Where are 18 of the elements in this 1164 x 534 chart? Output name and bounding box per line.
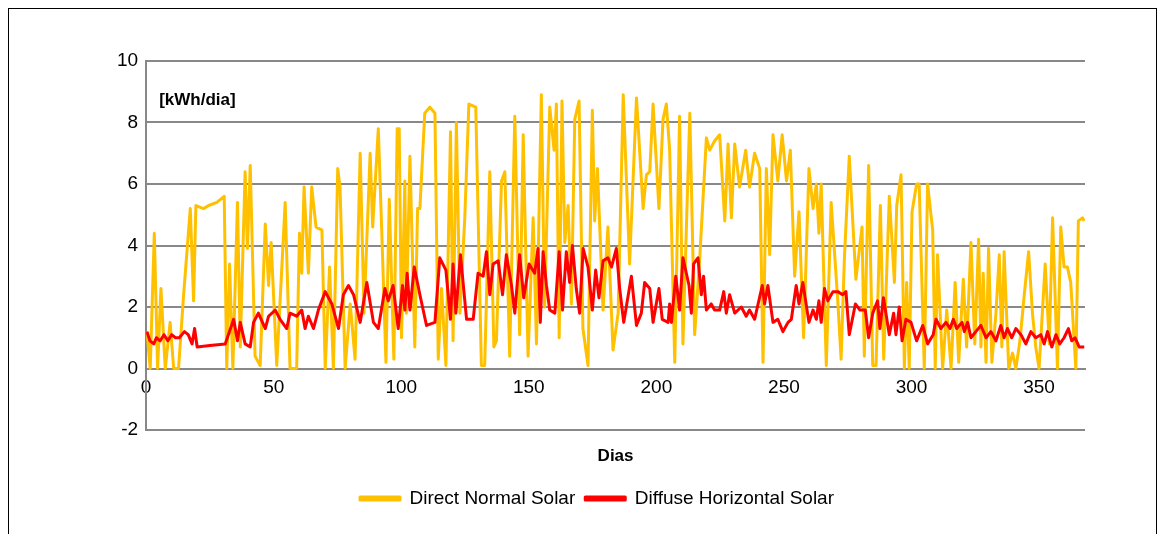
legend-label: Direct Normal Solar — [409, 486, 576, 508]
y-tick-label: 8 — [127, 110, 139, 132]
y-tick-label: 10 — [116, 49, 139, 71]
y-tick-label: 6 — [127, 172, 139, 194]
legend-label: Diffuse Horizontal Solar — [634, 486, 835, 508]
x-tick-label: 100 — [385, 376, 418, 398]
y-tick-label: -2 — [121, 418, 139, 440]
x-tick-label: 300 — [895, 376, 928, 398]
x-axis-title: Dias — [597, 446, 634, 465]
x-tick-label: 150 — [512, 376, 545, 398]
y-tick-label: 4 — [127, 233, 139, 255]
y-tick-label: 2 — [127, 295, 139, 317]
x-tick-label: 250 — [768, 376, 800, 398]
x-tick-label: 200 — [640, 376, 673, 398]
annotation: [kWh/dia] — [159, 90, 236, 109]
y-tick-label: 0 — [127, 356, 139, 378]
x-tick-label: 350 — [1023, 376, 1055, 398]
x-tick-label: 50 — [263, 376, 285, 398]
